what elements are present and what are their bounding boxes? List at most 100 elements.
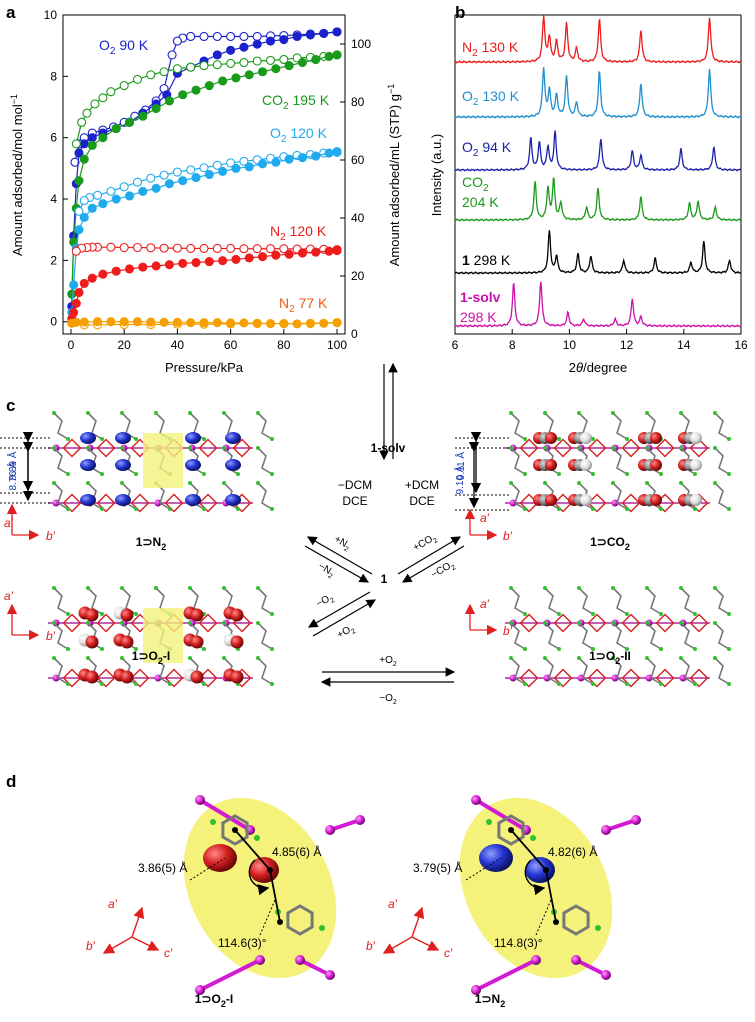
fluorine-atom bbox=[188, 481, 192, 485]
linker bbox=[714, 622, 730, 650]
axis-a: a′ bbox=[388, 897, 398, 911]
fluorine-atom bbox=[509, 481, 513, 485]
adsorption-point bbox=[257, 159, 268, 169]
axis-a: a′ bbox=[480, 597, 490, 611]
co2-o-atom bbox=[580, 432, 592, 444]
fluorine-atom bbox=[679, 411, 683, 415]
desorption-point bbox=[252, 56, 262, 66]
fluorine-atom bbox=[66, 647, 70, 651]
desorption-point bbox=[167, 50, 177, 60]
y-tick-label: 8 bbox=[50, 69, 57, 83]
fluorine-atom bbox=[679, 621, 683, 625]
benzene-ring bbox=[221, 814, 249, 846]
fluorine-atom bbox=[577, 411, 581, 415]
linker bbox=[510, 412, 526, 440]
adsorption-point bbox=[178, 90, 188, 100]
fluorine-atom bbox=[270, 437, 274, 441]
desorption-point bbox=[90, 99, 100, 109]
o2-atom bbox=[85, 608, 99, 622]
label-b-1-solv: 1-solv bbox=[460, 289, 501, 305]
adsorption-point bbox=[297, 248, 307, 258]
fluorine-atom bbox=[659, 472, 663, 476]
adsorption-point bbox=[204, 80, 214, 91]
desorption-point bbox=[77, 117, 87, 127]
chain bbox=[198, 798, 252, 832]
desorption-point bbox=[71, 139, 81, 149]
linker bbox=[680, 587, 696, 615]
highlight-box bbox=[143, 608, 183, 663]
centroid bbox=[277, 919, 283, 925]
minus-co2: −CO2 bbox=[429, 559, 457, 583]
distance-2-right: 4.82(6) Å bbox=[548, 844, 597, 859]
adsorption-point bbox=[332, 147, 342, 157]
fluorine-atom bbox=[645, 481, 649, 485]
series-line-n2_77 bbox=[71, 321, 338, 325]
adsorption-point bbox=[87, 203, 97, 213]
fluorine-atom bbox=[134, 647, 138, 651]
n2-molecule bbox=[185, 494, 201, 506]
desorption-point bbox=[199, 163, 209, 173]
y2-tick-label: 20 bbox=[351, 269, 365, 283]
adsorption-point bbox=[151, 183, 161, 193]
scheme-minus-dcm: −DCM bbox=[338, 478, 372, 492]
panel-a-frame bbox=[62, 14, 346, 335]
axis-a: a′ bbox=[4, 589, 14, 603]
adsorption-point bbox=[111, 266, 121, 276]
centroid bbox=[553, 919, 559, 925]
linker bbox=[578, 622, 594, 650]
metal-node bbox=[325, 825, 335, 835]
linker bbox=[578, 587, 594, 615]
panel-a-ylabel: Amount adsorbed/mol mol−1 bbox=[9, 94, 25, 256]
caption-co2: 1⊃CO2 bbox=[590, 535, 630, 552]
guest-molecule bbox=[479, 844, 513, 872]
label-n2-77k: N2 77 K bbox=[279, 295, 328, 315]
metal-node bbox=[471, 985, 481, 995]
angle-right: 114.8(3)° bbox=[494, 936, 543, 950]
desorption-point bbox=[265, 55, 276, 65]
guest-molecule bbox=[203, 844, 237, 872]
chain bbox=[605, 818, 637, 832]
linker bbox=[87, 412, 103, 440]
adsorption-point bbox=[311, 151, 321, 161]
adsorption-point bbox=[204, 169, 214, 180]
chain bbox=[199, 958, 261, 992]
fluorine-atom bbox=[543, 411, 547, 415]
adsorption-point bbox=[67, 289, 77, 299]
adsorption-point bbox=[257, 67, 268, 77]
adsorption-point bbox=[159, 317, 169, 327]
scheme-dce-l: DCE bbox=[342, 494, 367, 508]
o2-atom bbox=[85, 635, 99, 649]
paddlewheel bbox=[689, 613, 709, 633]
adsorption-point bbox=[172, 317, 182, 327]
adsorption-point bbox=[305, 30, 315, 40]
fluorine-atom bbox=[154, 586, 158, 590]
panel-label-c: c bbox=[6, 396, 15, 415]
linker bbox=[257, 412, 273, 440]
fluorine-atom bbox=[591, 472, 595, 476]
angle-arc bbox=[248, 859, 270, 896]
fluorine-atom bbox=[100, 472, 104, 476]
n2-molecule bbox=[115, 494, 131, 506]
axis-arrow bbox=[382, 936, 413, 954]
linker bbox=[257, 622, 273, 650]
fluorine-atom bbox=[509, 411, 513, 415]
fluorine-atom bbox=[625, 647, 629, 651]
paddlewheel bbox=[232, 438, 252, 458]
adsorption-point bbox=[239, 318, 249, 328]
adsorption-point bbox=[311, 247, 321, 257]
adsorption-point bbox=[98, 199, 108, 209]
y-tick-label: 6 bbox=[50, 131, 57, 145]
panel-b-ylabel: Intensity (a.u.) bbox=[429, 134, 444, 216]
adsorption-point bbox=[74, 225, 84, 235]
fluorine-atom bbox=[645, 656, 649, 660]
desorption-point bbox=[159, 170, 169, 180]
y2-tick-label: 100 bbox=[351, 37, 371, 51]
adsorption-point bbox=[319, 28, 329, 38]
co2-o-atom bbox=[690, 432, 702, 444]
fluorine-atom bbox=[202, 437, 206, 441]
fluorine-atom bbox=[270, 472, 274, 476]
adsorption-point bbox=[124, 117, 135, 127]
adsorption-point bbox=[178, 176, 188, 186]
co2-o-atom bbox=[545, 459, 557, 471]
